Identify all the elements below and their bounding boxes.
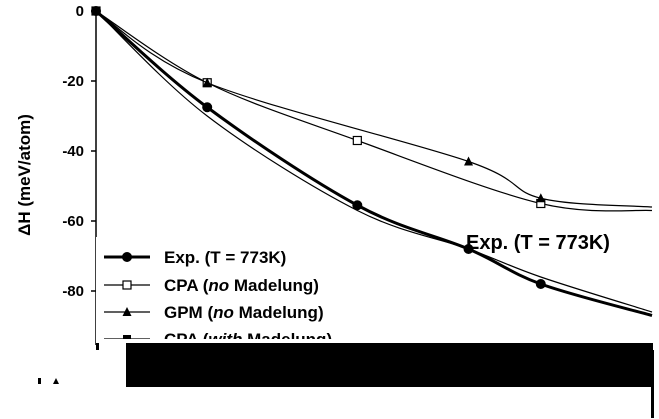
- annotation-label: Exp. (T = 773K): [466, 232, 610, 254]
- legend-cut: [96, 339, 366, 345]
- data-point: [536, 193, 546, 203]
- legend-label: Exp. (T = 773K): [164, 248, 286, 267]
- y-tick-label: -40: [62, 143, 84, 160]
- data-point: [202, 77, 212, 87]
- y-tick-label: -80: [62, 283, 84, 300]
- series-3: [91, 6, 653, 208]
- data-point: [352, 135, 362, 146]
- data-point: [535, 279, 546, 289]
- series-line: [95, 10, 653, 208]
- data-point: [91, 6, 101, 16]
- y-tick-label: -20: [62, 73, 84, 90]
- legend-box: [96, 237, 364, 339]
- y-ticks: 0 -20 -40 -60 -80: [62, 3, 96, 300]
- series-line: [95, 10, 653, 212]
- series-layer: [91, 6, 653, 317]
- legend-label: CPA (no Madelung): [164, 276, 319, 295]
- legend-item: Exp. (T = 773K): [104, 248, 286, 267]
- data-point: [122, 307, 132, 316]
- series-4: [95, 10, 653, 313]
- data-point: [464, 156, 474, 166]
- legend: Exp. (T = 773K) CPA (no Madelung) GPM (no …: [96, 237, 366, 349]
- data-point: [352, 200, 363, 211]
- series-1: [91, 6, 653, 317]
- data-point: [122, 252, 132, 262]
- legend-item: GPM (no Madelung): [104, 303, 324, 322]
- stray-marks: [38, 343, 99, 384]
- legend-label: GPM (no Madelung): [164, 303, 324, 322]
- series-2: [91, 6, 653, 212]
- series-line: [95, 10, 653, 313]
- y-tick-label: 0: [76, 3, 84, 20]
- data-point: [463, 244, 474, 254]
- y-tick-label: -60: [62, 213, 84, 230]
- y-axis-label: ΔH (meV/atom): [15, 114, 34, 236]
- occlusion-block: [126, 343, 654, 418]
- data-point: [202, 102, 213, 113]
- data-point: [122, 280, 132, 290]
- legend-item: CPA (no Madelung): [104, 276, 319, 295]
